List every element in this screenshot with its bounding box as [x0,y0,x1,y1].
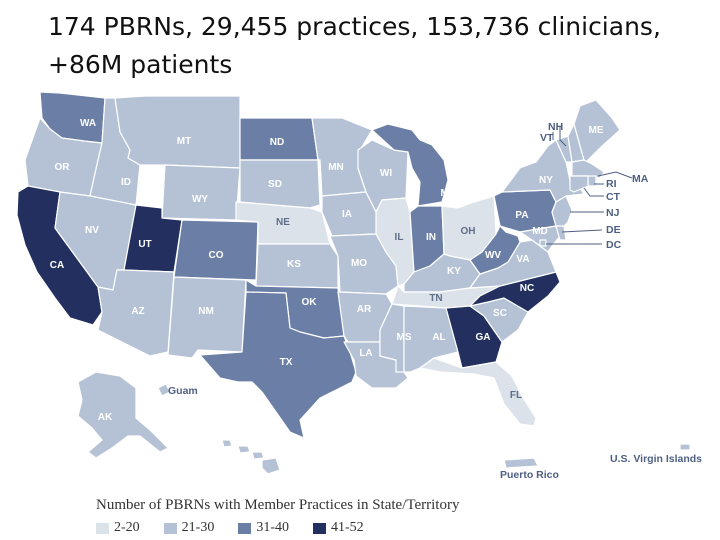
label-TX: TX [280,357,293,368]
label-usvi: U.S. Virgin Islands [610,453,702,465]
label-guam: Guam [168,385,198,397]
slide-title: 174 PBRNs, 29,455 practices, 153,736 cli… [48,8,708,84]
state-NM [167,276,247,359]
label-NV: NV [85,225,99,236]
us-map: WA OR CA ID NV MT WY UT AZ CO NM ND SD N… [16,91,702,481]
legend-label-tier3: 31-40 [256,520,290,535]
state-WV [469,225,521,275]
label-NE: NE [276,217,290,228]
state-MS [379,303,405,373]
label-AK: AK [98,412,113,423]
label-MN: MN [328,162,344,173]
label-AR: AR [357,304,372,315]
label-SD: SD [268,179,282,190]
label-MO: MO [351,258,367,269]
label-IA: IA [342,209,352,220]
title-line-2: +86M patients [48,50,233,79]
territory-guam-shape [157,383,171,397]
label-HI: HI [240,462,250,473]
label-RI: RI [606,178,617,190]
label-VT: VT [540,132,554,144]
legend-label-tier2: 21-30 [181,520,215,535]
state-KS [255,243,339,289]
state-DC [539,239,547,247]
label-WV: WV [485,250,501,261]
legend-swatch-tier1 [96,522,109,534]
state-HI [221,439,281,475]
state-NJ [551,195,573,227]
label-DE: DE [606,224,621,236]
label-OK: OK [302,297,318,308]
label-IN: IN [426,232,436,243]
state-SD [239,159,321,209]
label-WA: WA [80,118,96,129]
state-FL [419,357,537,427]
label-NH: NH [548,121,563,133]
legend-swatch-tier2 [163,522,177,534]
state-CT [569,175,589,193]
legend: Number of PBRNs with Member Practices in… [96,497,516,536]
label-WY: WY [192,194,208,205]
label-GA: GA [476,332,491,343]
state-MT [114,95,241,169]
label-KS: KS [287,259,301,270]
label-AL: AL [432,332,445,343]
label-VA: VA [516,254,529,265]
state-AK [77,371,169,459]
label-TN: TN [429,293,442,304]
label-CA: CA [50,260,64,271]
label-FL: FL [510,390,522,401]
state-MI [371,123,449,207]
legend-label-tier4: 41-52 [331,520,364,535]
label-NC: NC [520,283,534,294]
label-OH: OH [461,226,476,237]
legend-label-tier1: 2-20 [114,520,140,535]
state-NC [469,271,561,313]
label-MA: MA [632,173,649,185]
state-WY [161,164,241,221]
label-AZ: AZ [131,306,144,317]
label-SC: SC [493,308,507,319]
label-ND: ND [270,137,284,148]
label-MI: MI [440,188,451,199]
title-line-1: 174 PBRNs, 29,455 practices, 153,736 cli… [48,12,661,41]
label-DC: DC [606,239,622,251]
northeast-leader-lines [546,126,633,245]
label-ID: ID [121,177,131,188]
label-CT: CT [606,191,621,203]
label-OR: OR [55,162,71,173]
legend-items: 2-20 21-30 31-40 41-52 [96,520,516,536]
territory-usvi-shape [679,443,691,451]
legend-swatch-tier3 [238,522,252,534]
label-WI: WI [380,168,392,179]
label-ME: ME [589,125,604,136]
label-PA: PA [515,210,528,221]
label-NJ: NJ [606,207,620,219]
legend-item-tier1: 2-20 [96,520,140,536]
label-KY: KY [447,266,461,277]
label-UT: UT [138,239,151,250]
legend-title: Number of PBRNs with Member Practices in… [96,497,460,513]
label-MS: MS [397,332,412,343]
label-puerto-rico: Puerto Rico [500,469,559,481]
legend-item-tier4: 41-52 [313,520,364,536]
label-NM: NM [198,306,214,317]
label-IL: IL [395,232,404,243]
label-MD: MD [532,226,548,237]
label-CO: CO [209,250,224,261]
label-LA: LA [359,348,372,359]
legend-item-tier3: 31-40 [238,520,289,536]
territory-puerto-rico-shape [503,457,539,469]
legend-item-tier2: 21-30 [163,520,215,536]
state-TX [199,291,357,439]
legend-swatch-tier4 [313,522,327,534]
label-NY: NY [539,175,553,186]
label-MT: MT [177,136,191,147]
